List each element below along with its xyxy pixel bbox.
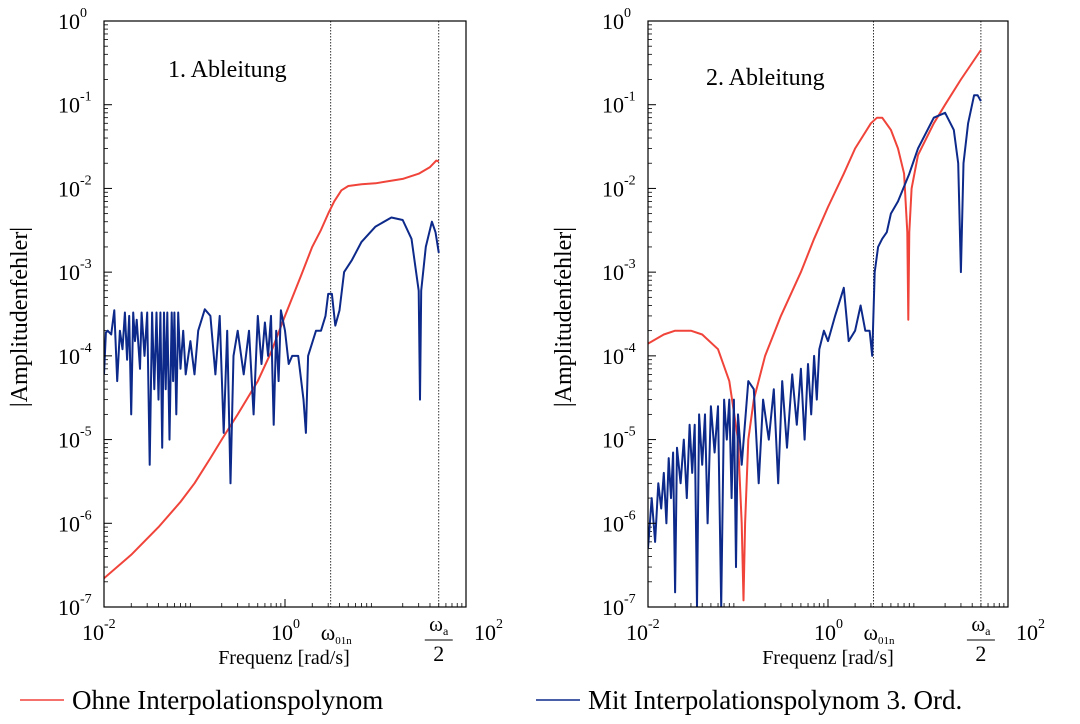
y-tick-label: 10-2 <box>58 173 92 201</box>
y-tick-label: 10-5 <box>602 425 636 453</box>
x-tick-label: 100 <box>814 617 843 645</box>
x-tick-label: 10-2 <box>626 617 660 645</box>
y-tick-label: 10-2 <box>602 173 636 201</box>
y-tick-label: 10-7 <box>602 592 636 620</box>
marker-label: ω01n <box>863 620 894 647</box>
chart-panel-1: 1. Ableitung Frequenz [rad/s] |Amplitude… <box>7 6 503 669</box>
panel-title: 2. Ableitung <box>706 65 825 91</box>
y-tick-label: 10-3 <box>58 257 92 285</box>
x-tick-label: 100 <box>271 617 300 645</box>
y-tick-label: 10-4 <box>602 341 636 369</box>
y-tick-label: 10-6 <box>58 508 92 536</box>
marker-denominator: 2 <box>433 641 444 666</box>
panel-title: 1. Ableitung <box>168 57 287 83</box>
y-tick-label: 10-1 <box>602 90 636 118</box>
y-tick-label: 10-7 <box>58 592 92 620</box>
marker-label: ωa <box>971 612 991 638</box>
legend-label: Ohne Interpolationspolynom <box>72 685 383 715</box>
y-tick-label: 10-3 <box>602 257 636 285</box>
legend: Ohne Interpolationspolynom Mit Interpola… <box>20 685 962 715</box>
marker-label: ωa <box>429 612 449 638</box>
marker-denominator: 2 <box>975 641 986 666</box>
plot-frame <box>647 20 1009 608</box>
legend-label: Mit Interpolationspolynom 3. Ord. <box>588 685 962 715</box>
series-line-ohne <box>648 49 982 602</box>
y-tick-label: 100 <box>58 6 87 34</box>
x-axis-label: Frequenz [rad/s] <box>762 647 894 669</box>
marker-label: ω01n <box>321 620 352 647</box>
series-line-ohne <box>104 159 440 580</box>
y-tick-label: 100 <box>602 6 631 34</box>
y-tick-label: 10-1 <box>58 90 92 118</box>
legend-item-mit: Mit Interpolationspolynom 3. Ord. <box>536 685 962 715</box>
series-line-mit <box>648 94 982 607</box>
y-axis-label: |Amplitudenfehler| <box>7 227 33 407</box>
y-tick-label: 10-4 <box>58 341 92 369</box>
x-tick-label: 102 <box>474 617 503 645</box>
y-axis-label: |Amplitudenfehler| <box>551 227 577 407</box>
x-tick-label: 102 <box>1016 617 1045 645</box>
y-tick-label: 10-5 <box>58 425 92 453</box>
x-axis-label: Frequenz [rad/s] <box>218 647 350 669</box>
y-tick-label: 10-6 <box>602 508 636 536</box>
series-line-mit <box>104 216 440 485</box>
chart-panel-2: 2. Ableitung Frequenz [rad/s] |Amplitude… <box>551 6 1045 669</box>
x-tick-label: 10-2 <box>82 617 116 645</box>
legend-item-ohne: Ohne Interpolationspolynom <box>20 685 383 715</box>
